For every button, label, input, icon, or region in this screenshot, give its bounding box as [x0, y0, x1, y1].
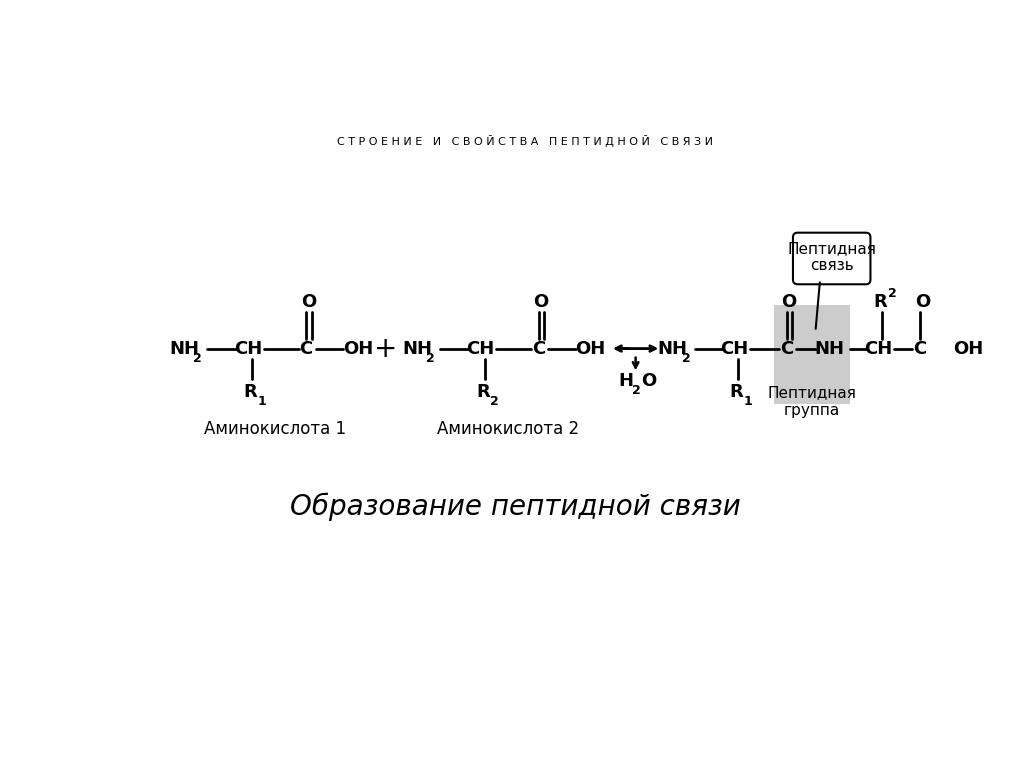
Text: C: C [780, 339, 794, 358]
Text: C: C [913, 339, 927, 358]
Text: OH: OH [953, 339, 983, 358]
Text: OH: OH [343, 339, 374, 358]
Text: O: O [301, 293, 316, 311]
Text: 2: 2 [194, 352, 202, 365]
Text: O: O [534, 293, 549, 311]
Text: +: + [374, 335, 397, 362]
Text: R: R [244, 383, 257, 402]
Text: NH: NH [402, 339, 432, 358]
FancyBboxPatch shape [793, 233, 870, 284]
Text: 2: 2 [490, 396, 499, 409]
Text: R: R [729, 383, 743, 402]
Text: С Т Р О Е Н И Е   И   С В О Й С Т В А   П Е П Т И Д Н О Й   С В Я З И: С Т Р О Е Н И Е И С В О Й С Т В А П Е П … [337, 134, 713, 147]
Text: C: C [300, 339, 313, 358]
Text: 2: 2 [888, 286, 897, 300]
Text: OH: OH [575, 339, 606, 358]
Text: 2: 2 [682, 352, 690, 365]
Text: 1: 1 [258, 396, 266, 409]
Text: NH: NH [814, 339, 845, 358]
Text: H: H [618, 372, 633, 390]
Text: CH: CH [720, 339, 749, 358]
Text: CH: CH [864, 339, 892, 358]
Text: R: R [476, 383, 489, 402]
Text: 1: 1 [743, 396, 753, 409]
Text: NH: NH [170, 339, 200, 358]
Text: R: R [873, 293, 888, 311]
Text: CH: CH [467, 339, 495, 358]
Text: O: O [914, 293, 930, 311]
Text: NH: NH [657, 339, 688, 358]
Text: Пептидная
группа: Пептидная группа [767, 386, 856, 418]
Text: Аминокислота 1: Аминокислота 1 [204, 420, 346, 439]
FancyBboxPatch shape [773, 306, 850, 404]
Text: O: O [641, 372, 656, 390]
Text: Аминокислота 2: Аминокислота 2 [436, 420, 579, 439]
Text: Пептидная
связь: Пептидная связь [787, 240, 877, 273]
Text: 2: 2 [632, 384, 640, 396]
Text: O: O [781, 293, 797, 311]
Text: CH: CH [234, 339, 262, 358]
Text: C: C [532, 339, 546, 358]
Text: 2: 2 [426, 352, 434, 365]
Text: Образование пептидной связи: Образование пептидной связи [290, 492, 741, 521]
